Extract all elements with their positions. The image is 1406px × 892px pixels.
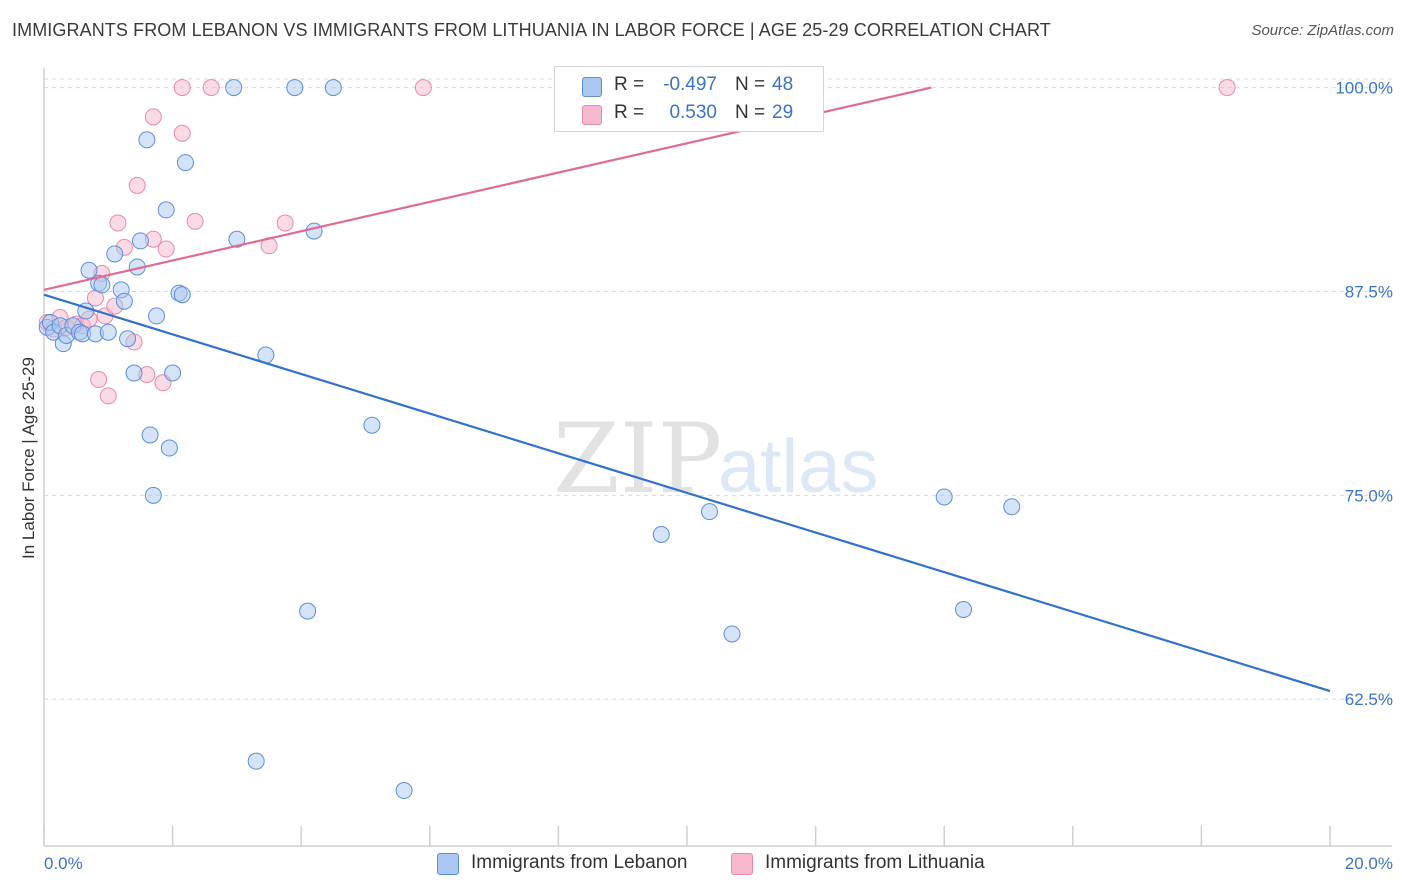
lebanon-point xyxy=(225,79,243,97)
lebanon-point xyxy=(160,439,178,457)
correlation-legend: R = -0.497 N = 48 R = 0.530 N = 29 xyxy=(554,66,824,132)
trend-lines xyxy=(43,86,1331,693)
lithuania-point xyxy=(173,124,191,142)
legend-label-lithuania: Immigrants from Lithuania xyxy=(765,852,985,873)
lebanon-point xyxy=(1003,498,1021,516)
lebanon-point xyxy=(701,503,719,521)
lithuania-point xyxy=(173,79,191,97)
legend-r-label: R = xyxy=(614,74,645,95)
legend-r-value: 0.530 xyxy=(669,102,717,123)
lebanon-legend-swatch xyxy=(437,853,459,875)
legend-row-lebanon: R = -0.497 N = 48 xyxy=(555,72,823,102)
lebanon-point xyxy=(363,416,381,434)
y-axis-label: In Labor Force | Age 25-29 xyxy=(19,357,38,559)
tick-labels: 100.0% 87.5% 75.0% 62.5% 0.0% 20.0% xyxy=(44,79,1393,873)
watermark-zip: ZIP xyxy=(553,403,722,515)
lithuania-point xyxy=(1218,79,1236,97)
axes xyxy=(43,68,1392,847)
lithuania-point xyxy=(157,240,175,258)
legend-r-value: -0.497 xyxy=(663,74,717,95)
legend-n-value: 29 xyxy=(772,102,794,123)
lebanon-point xyxy=(176,154,194,172)
lebanon-point xyxy=(286,79,304,97)
lithuania-point xyxy=(276,214,294,232)
lebanon-point xyxy=(141,426,159,444)
lithuania-point xyxy=(414,79,432,97)
legend-n-label: N = xyxy=(735,74,766,95)
lebanon-point xyxy=(247,752,265,770)
lebanon-point xyxy=(954,601,972,619)
legend-row-lithuania: R = 0.530 N = 29 xyxy=(555,100,823,130)
lebanon-trend-line xyxy=(43,293,1331,693)
legend-n-label: N = xyxy=(735,102,766,123)
lebanon-point xyxy=(144,486,162,504)
lebanon-point xyxy=(125,364,143,382)
lithuania-point xyxy=(90,371,108,389)
legend-item-lithuania: Immigrants from Lithuania xyxy=(731,851,1021,879)
lebanon-point xyxy=(119,330,137,348)
lithuania-point xyxy=(144,108,162,126)
series-lebanon-points xyxy=(38,79,1021,800)
lithuania-swatch xyxy=(582,105,602,125)
legend-item-lebanon: Immigrants from Lebanon xyxy=(437,851,717,879)
lebanon-point xyxy=(305,222,323,240)
y-tick-label: 62.5% xyxy=(1345,690,1393,709)
lebanon-point xyxy=(106,245,124,263)
lithuania-point xyxy=(128,176,146,194)
lithuania-point xyxy=(186,212,204,230)
legend-n-value: 48 xyxy=(772,74,794,95)
y-tick-label: 87.5% xyxy=(1345,282,1393,301)
lebanon-point xyxy=(395,782,413,800)
watermark-atlas: atlas xyxy=(718,424,879,509)
x-tick-label: 0.0% xyxy=(44,854,83,873)
gridlines xyxy=(44,78,1392,700)
lebanon-point xyxy=(935,488,953,506)
lebanon-point xyxy=(138,131,156,149)
lithuania-point xyxy=(109,214,127,232)
lebanon-point xyxy=(299,602,317,620)
lebanon-point xyxy=(157,201,175,219)
lithuania-point xyxy=(99,387,117,405)
legend-r-label: R = xyxy=(614,102,645,123)
watermark: ZIP atlas xyxy=(553,403,879,515)
y-tick-label: 75.0% xyxy=(1345,486,1393,505)
lebanon-point xyxy=(173,286,191,304)
y-tick-label: 100.0% xyxy=(1335,79,1393,98)
lebanon-point xyxy=(148,307,166,325)
lebanon-point xyxy=(99,323,117,341)
chart-title: IMMIGRANTS FROM LEBANON VS IMMIGRANTS FR… xyxy=(12,20,1051,40)
lebanon-point xyxy=(93,276,111,294)
lebanon-point xyxy=(228,230,246,248)
lebanon-point xyxy=(80,261,98,279)
x-tick-label: 20.0% xyxy=(1345,854,1393,873)
lebanon-point xyxy=(324,79,342,97)
lebanon-point xyxy=(131,232,149,250)
lebanon-point xyxy=(723,625,741,643)
legend-label-lebanon: Immigrants from Lebanon xyxy=(471,852,688,873)
lithuania-legend-swatch xyxy=(731,853,753,875)
lebanon-point xyxy=(164,364,182,382)
source-credit: Source: ZipAtlas.com xyxy=(1251,22,1394,39)
lebanon-swatch xyxy=(582,77,602,97)
lebanon-point xyxy=(115,292,133,310)
lithuania-point xyxy=(202,79,220,97)
lebanon-point xyxy=(652,525,670,543)
